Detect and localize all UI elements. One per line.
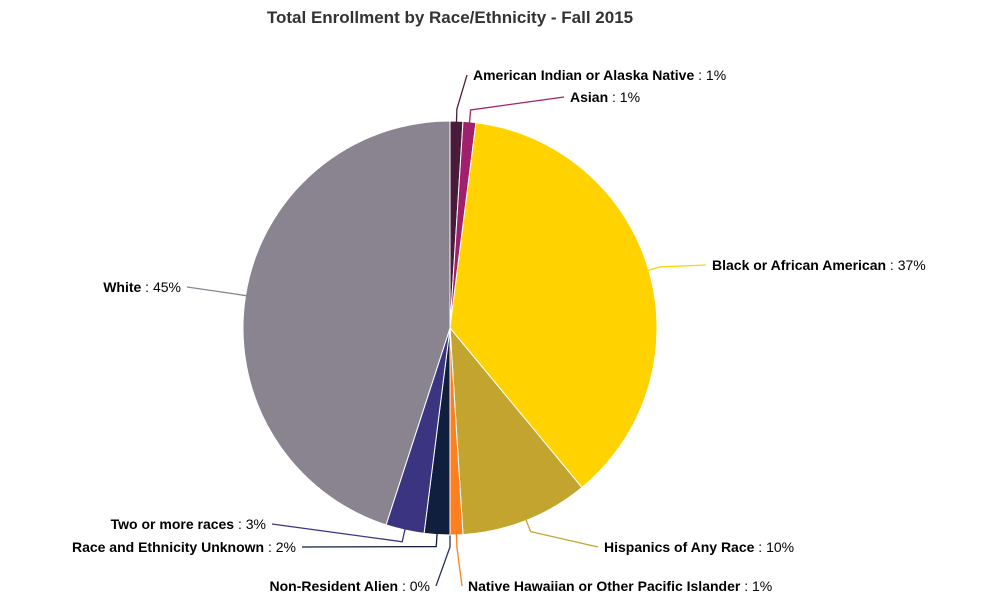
category-label: Hispanics of Any Race <box>604 539 755 555</box>
category-label: Asian <box>570 89 609 105</box>
value-label: 1% <box>694 67 726 83</box>
leader-line <box>524 518 599 548</box>
category-label: Non-Resident Alien <box>269 578 399 594</box>
value-label: 1% <box>608 89 640 105</box>
data-label: Asian1% <box>570 89 640 105</box>
chart-title: Total Enrollment by Race/Ethnicity - Fal… <box>266 8 634 27</box>
leader-line <box>271 523 406 543</box>
value-label: 2% <box>264 539 296 555</box>
value-label: 10% <box>754 539 794 555</box>
category-label: White <box>103 279 142 295</box>
data-label: Native Hawaiian or Other Pacific Islande… <box>468 578 772 594</box>
leader-line <box>186 286 248 297</box>
data-label: Two or more races3% <box>111 516 266 532</box>
data-label: Black or African American37% <box>712 257 926 273</box>
value-label: 1% <box>740 578 772 594</box>
leader-line <box>455 532 463 587</box>
data-label: Hispanics of Any Race10% <box>604 539 794 555</box>
data-label: Race and Ethnicity Unknown2% <box>72 539 296 555</box>
value-label: 0% <box>398 578 430 594</box>
category-label: Black or African American <box>712 257 887 273</box>
leader-line <box>301 532 438 548</box>
leader-line <box>646 264 707 272</box>
data-label: Non-Resident Alien0% <box>269 578 430 594</box>
category-label: Two or more races <box>110 516 235 532</box>
category-label: American Indian or Alaska Native <box>473 67 695 83</box>
leader-line <box>468 96 565 124</box>
data-label: White45% <box>103 279 181 295</box>
value-label: 37% <box>886 257 926 273</box>
data-label: American Indian or Alaska Native1% <box>473 67 726 83</box>
leader-line <box>435 533 451 587</box>
leader-line <box>455 74 468 124</box>
category-label: Race and Ethnicity Unknown <box>71 539 265 555</box>
value-label: 3% <box>234 516 266 532</box>
category-label: Native Hawaiian or Other Pacific Islande… <box>468 578 741 594</box>
value-label: 45% <box>141 279 181 295</box>
